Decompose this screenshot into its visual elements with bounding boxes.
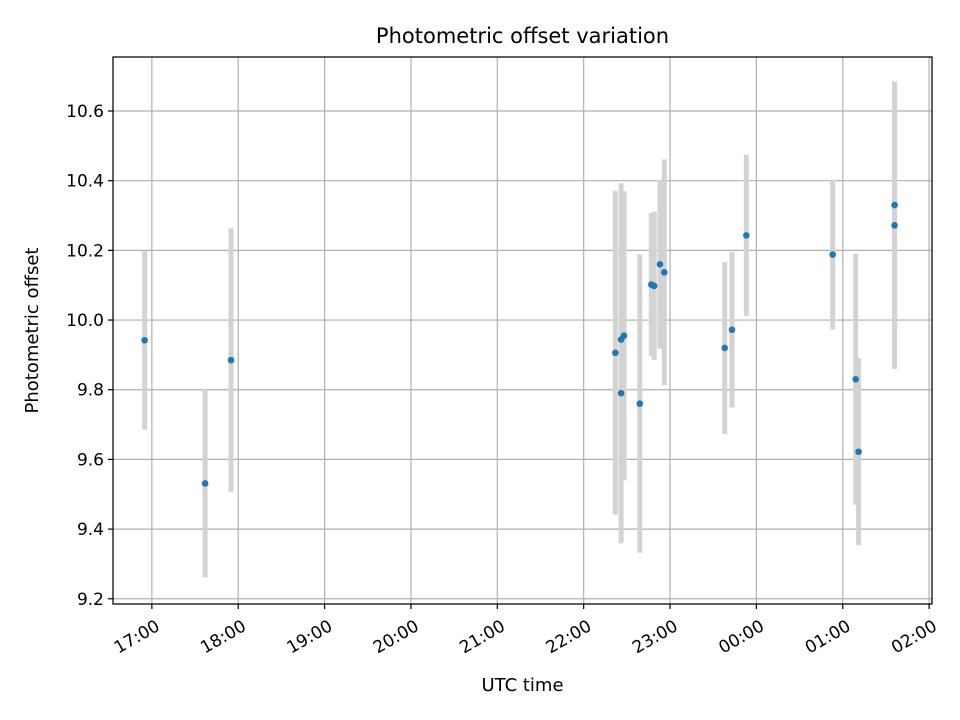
data-point	[650, 282, 658, 290]
y-axis-ticks: 9.2 9.4 9.6 9.8 10.0 10.2 10.4 10.6	[66, 102, 113, 610]
y-tick-label: 10.0	[66, 311, 104, 331]
y-axis-label: Photometric offset	[22, 248, 43, 414]
data-point	[636, 400, 644, 407]
data-point	[721, 344, 729, 352]
data-point	[617, 389, 625, 397]
x-axis-label: UTC time	[481, 675, 563, 696]
y-tick-label: 9.2	[77, 590, 104, 610]
data-point	[227, 356, 235, 364]
data-point	[743, 232, 750, 239]
chart-title: Photometric offset variation	[376, 24, 669, 48]
y-tick-label: 10.2	[66, 241, 104, 261]
data-point	[656, 261, 664, 268]
y-tick-label: 9.8	[77, 381, 104, 401]
y-tick-label: 10.4	[66, 172, 104, 192]
y-tick-label: 10.6	[66, 102, 104, 122]
y-tick-label: 9.6	[77, 450, 104, 470]
data-point	[201, 480, 209, 487]
data-point	[660, 269, 668, 276]
data-points	[141, 201, 898, 487]
data-point	[891, 221, 898, 229]
grid	[113, 57, 932, 604]
data-point	[728, 326, 736, 334]
data-point	[620, 332, 628, 340]
data-point	[891, 201, 898, 209]
plot-frame	[112, 56, 933, 605]
data-point	[855, 448, 862, 456]
y-tick-label: 9.4	[77, 520, 104, 540]
data-point	[612, 349, 619, 357]
data-point	[829, 251, 836, 258]
data-point	[852, 375, 860, 383]
data-point	[141, 336, 148, 344]
